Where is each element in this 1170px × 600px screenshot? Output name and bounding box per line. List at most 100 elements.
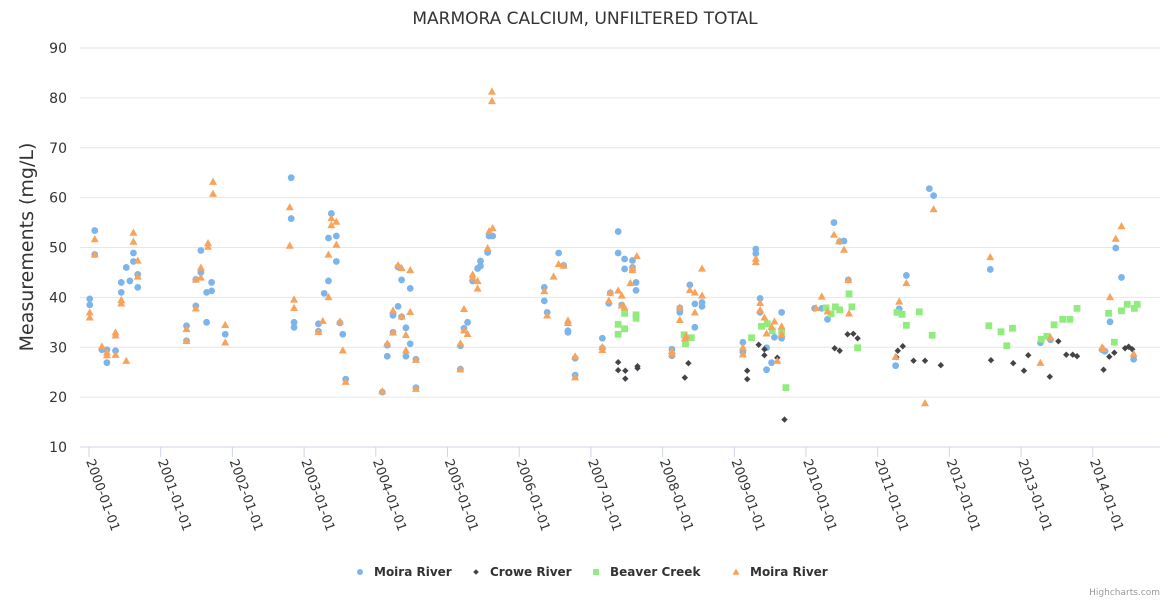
data-point[interactable] [834,237,843,245]
data-point[interactable] [555,249,563,257]
data-point[interactable] [767,322,776,331]
data-point[interactable] [685,285,694,294]
data-point[interactable] [632,314,640,322]
data-point[interactable] [401,330,410,338]
data-point[interactable] [571,373,580,381]
data-point[interactable] [103,359,111,367]
data-point[interactable] [622,375,629,382]
data-point[interactable] [1036,358,1045,366]
data-point[interactable] [937,362,944,369]
data-point[interactable] [489,232,497,240]
data-point[interactable] [191,275,200,283]
data-point[interactable] [1129,349,1138,357]
data-point[interactable] [925,185,933,193]
data-point[interactable] [680,331,688,339]
data-point[interactable] [614,366,622,374]
data-point[interactable] [902,272,910,279]
data-point[interactable] [208,287,216,295]
data-point[interactable] [675,315,684,324]
data-point[interactable] [111,331,120,339]
data-point[interactable] [698,302,706,310]
data-point[interactable] [762,329,771,337]
data-point[interactable] [606,288,615,296]
data-point[interactable] [208,279,216,286]
data-point[interactable] [929,205,938,213]
data-point[interactable] [196,273,205,281]
data-point[interactable] [209,177,218,185]
data-point[interactable] [1133,300,1141,308]
data-point[interactable] [910,357,917,364]
data-point[interactable] [339,330,347,338]
data-point[interactable] [221,330,229,338]
data-point[interactable] [111,350,120,358]
data-point[interactable] [622,367,629,374]
data-point[interactable] [182,324,191,332]
data-point[interactable] [1025,352,1032,359]
data-point[interactable] [285,203,294,211]
legend-item[interactable]: Moira River [732,565,828,579]
data-point[interactable] [1111,349,1118,356]
data-point[interactable] [902,278,911,287]
data-point[interactable] [117,279,125,286]
data-point[interactable] [770,317,779,325]
data-point[interactable] [290,318,298,326]
data-point[interactable] [287,174,295,182]
data-point[interactable] [682,331,691,339]
data-point[interactable] [1073,304,1081,312]
data-point[interactable] [559,261,568,269]
data-point[interactable] [1100,366,1107,373]
data-point[interactable] [473,276,482,285]
data-point[interactable] [564,328,572,336]
data-point[interactable] [682,340,689,348]
data-point[interactable] [1046,373,1053,380]
data-point[interactable] [698,264,707,272]
data-point[interactable] [681,374,689,381]
data-point[interactable] [129,228,138,236]
data-point[interactable] [1117,222,1126,230]
data-point[interactable] [398,276,406,284]
data-point[interactable] [1111,234,1120,242]
data-point[interactable] [464,318,471,326]
data-point[interactable] [895,297,904,305]
data-point[interactable] [893,308,901,316]
data-point[interactable] [1106,318,1114,326]
data-point[interactable] [459,326,468,334]
data-point[interactable] [1110,338,1118,346]
data-point[interactable] [327,221,336,229]
data-point[interactable] [318,316,327,325]
data-point[interactable] [406,307,415,316]
data-point[interactable] [921,399,930,407]
data-point[interactable] [130,249,137,257]
data-point[interactable] [290,303,299,312]
data-point[interactable] [402,324,410,332]
data-point[interactable] [126,277,134,285]
data-point[interactable] [117,299,126,307]
data-point[interactable] [394,302,402,310]
data-point[interactable] [1118,274,1125,281]
data-point[interactable] [598,345,607,353]
data-point[interactable] [761,346,768,353]
data-point[interactable] [463,329,472,337]
data-point[interactable] [85,308,94,316]
data-point[interactable] [86,295,94,303]
data-point[interactable] [915,308,923,316]
data-point[interactable] [221,320,230,329]
data-point[interactable] [1118,307,1125,315]
data-point[interactable] [626,278,635,287]
data-point[interactable] [824,315,831,323]
legend-item[interactable]: Moira River [357,565,452,579]
data-point[interactable] [1098,343,1107,351]
data-point[interactable] [91,227,99,234]
data-point[interactable] [614,359,622,366]
credits[interactable]: Highcharts.com [1089,588,1160,598]
data-point[interactable] [324,292,333,301]
data-point[interactable] [411,384,420,392]
data-point[interactable] [325,234,332,242]
data-point[interactable] [771,333,778,341]
data-point[interactable] [97,342,106,350]
data-point[interactable] [763,366,770,374]
data-point[interactable] [314,327,323,335]
data-point[interactable] [667,349,676,357]
data-point[interactable] [614,286,623,294]
data-point[interactable] [332,232,340,240]
